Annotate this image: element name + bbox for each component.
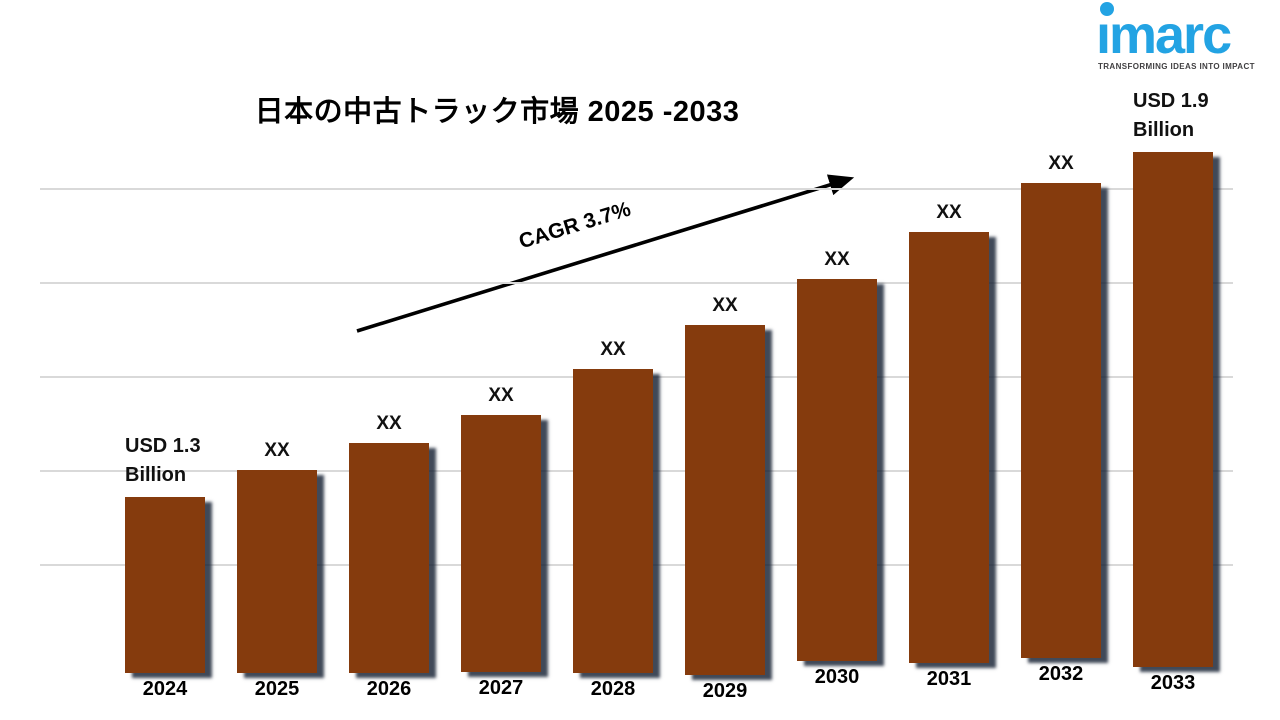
bar-2025 bbox=[237, 470, 317, 673]
value-label-2029: XX bbox=[712, 295, 738, 316]
value-label-2031: XX bbox=[936, 202, 962, 223]
bar-2028 bbox=[573, 369, 653, 673]
value-label-2032: XX bbox=[1048, 153, 1074, 174]
category-label-2026: 2026 bbox=[366, 678, 412, 700]
value-label-2030: XX bbox=[824, 249, 850, 270]
value-label-2033: USD 1.9 Billion bbox=[1133, 90, 1209, 141]
bar-2031 bbox=[909, 232, 989, 663]
bar-2024 bbox=[125, 497, 205, 673]
category-label-2033: 2033 bbox=[1150, 672, 1196, 694]
logo-i-dot-icon bbox=[1100, 2, 1114, 16]
category-label-2030: 2030 bbox=[814, 666, 860, 688]
value-label-2024: USD 1.3 Billion bbox=[125, 435, 201, 486]
bar-2032 bbox=[1021, 183, 1101, 658]
category-label-2025: 2025 bbox=[254, 678, 300, 700]
bar-2027 bbox=[461, 415, 541, 672]
bar-2026 bbox=[349, 443, 429, 673]
bar-2033 bbox=[1133, 152, 1213, 667]
gridline-1 bbox=[40, 282, 1233, 284]
value-label-2025: XX bbox=[264, 440, 290, 461]
logo-brand-text: ımarc bbox=[1096, 5, 1232, 65]
value-label-2028: XX bbox=[600, 339, 626, 360]
gridline-0 bbox=[40, 188, 1233, 190]
bar-2030 bbox=[797, 279, 877, 661]
category-label-2032: 2032 bbox=[1038, 663, 1084, 685]
value-label-2027: XX bbox=[488, 385, 514, 406]
category-label-2024: 2024 bbox=[142, 678, 188, 700]
cagr-label: CAGR 3.7% bbox=[516, 197, 634, 254]
chart-title: 日本の中古トラック市場 2025 -2033 bbox=[254, 96, 740, 128]
category-label-2027: 2027 bbox=[478, 677, 524, 699]
category-label-2029: 2029 bbox=[702, 680, 748, 702]
imarc-logo: ımarc TRANSFORMING IDEAS INTO IMPACT bbox=[1096, 2, 1266, 74]
logo-tagline: TRANSFORMING IDEAS INTO IMPACT bbox=[1098, 62, 1255, 71]
bar-2029 bbox=[685, 325, 765, 675]
value-label-2026: XX bbox=[376, 413, 402, 434]
category-label-2028: 2028 bbox=[590, 678, 636, 700]
category-label-2031: 2031 bbox=[926, 668, 972, 690]
